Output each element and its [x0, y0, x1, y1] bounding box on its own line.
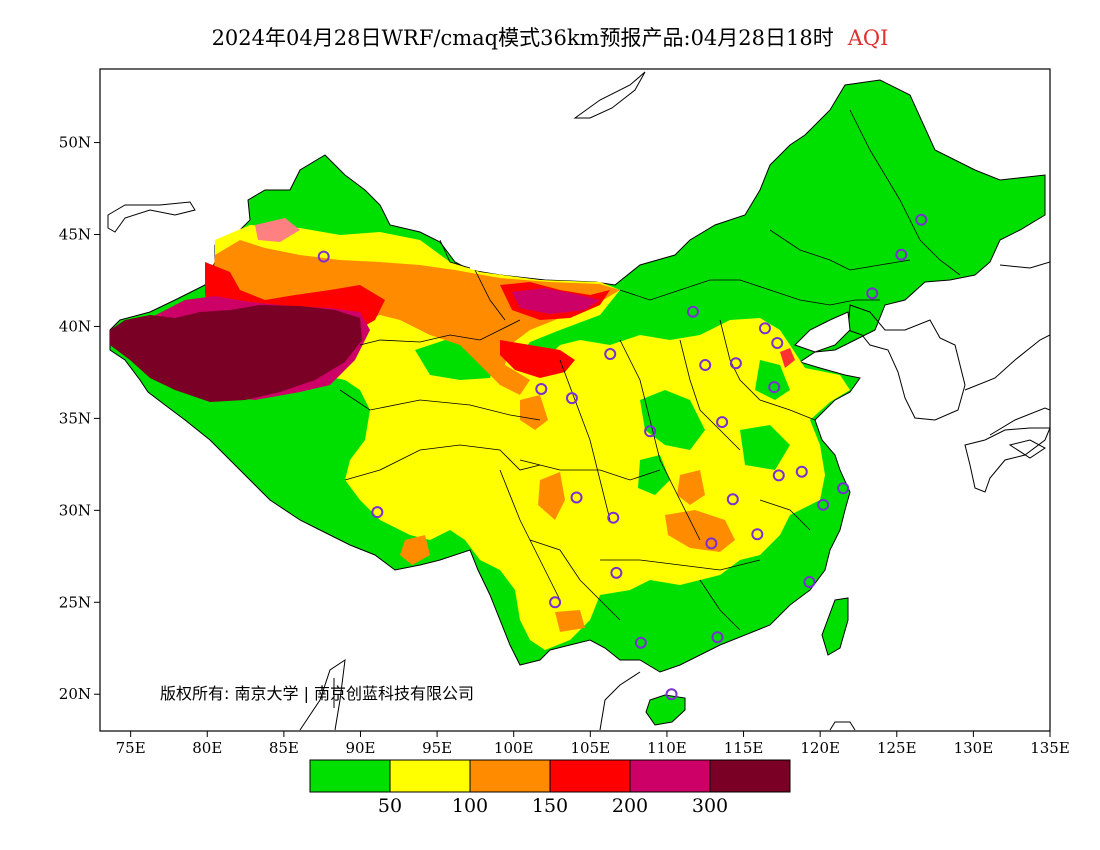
lon-tick-label: 130E [954, 739, 994, 757]
province-boundaries [339, 109, 961, 631]
copyright-text: 版权所有: 南京大学 | 南京创蓝科技有限公司 [160, 684, 475, 703]
legend-swatch [629, 759, 711, 793]
taiwan-island [821, 597, 849, 656]
station-marker [686, 305, 699, 318]
lat-tick-label: 35N [59, 409, 91, 427]
title-text: 2024年04月28日WRF/cmaq模式36km预报产品:04月28日18时 [211, 26, 834, 50]
lon-tick-label: 125E [877, 739, 917, 757]
legend-threshold-label: 50 [378, 795, 402, 817]
lat-tick-label: 25N [59, 593, 91, 611]
lat-tick-label: 50N [59, 134, 91, 152]
station-marker [837, 482, 850, 495]
aqi-green-patch [755, 360, 790, 400]
aqi-magenta-region [512, 288, 600, 314]
station-marker [751, 528, 764, 541]
lat-tick-label: 20N [59, 685, 91, 703]
lat-tick-label: 45N [59, 226, 91, 244]
foreign-coastlines [107, 71, 1050, 731]
legend-swatch [469, 759, 551, 793]
station-marker [915, 213, 928, 226]
aqi-orange-patch [520, 395, 548, 430]
monitoring-stations [317, 213, 928, 701]
station-marker [795, 465, 808, 478]
aqi-maroon-region [110, 305, 362, 402]
station-marker [705, 537, 718, 550]
map-frame [99, 68, 1051, 732]
lon-tick-label: 95E [422, 739, 452, 757]
map-layers [107, 71, 1050, 731]
aqi-green-patch [340, 390, 365, 430]
lon-tick-label: 135E [1030, 739, 1070, 757]
legend-swatch [709, 759, 791, 793]
station-marker [570, 491, 583, 504]
aqi-red-region [500, 340, 575, 378]
station-marker [803, 576, 816, 589]
station-marker [665, 688, 678, 701]
lon-tick-label: 120E [800, 739, 840, 757]
aqi-green-patch [640, 390, 705, 450]
station-marker [711, 631, 724, 644]
aqi-red-region [255, 218, 300, 242]
legend-swatch [309, 759, 391, 793]
color-legend: 50 100 150 200 300 [309, 759, 791, 817]
lon-tick-label: 105E [571, 739, 611, 757]
aqi-orange-region [212, 240, 620, 395]
station-marker [634, 636, 647, 649]
title-variable: AQI [847, 26, 889, 50]
legend-swatch [389, 759, 471, 793]
aqi-orange-patch [555, 610, 585, 632]
station-marker [771, 336, 784, 349]
lat-tick-label: 30N [59, 501, 91, 519]
lon-tick-label: 85E [269, 739, 299, 757]
station-marker [644, 425, 657, 438]
station-marker [768, 381, 781, 394]
station-marker [817, 498, 830, 511]
station-marker [607, 511, 620, 524]
aqi-orange-patch [677, 470, 705, 505]
station-marker [317, 250, 330, 263]
aqi-orange-patch [665, 510, 735, 552]
lon-tick-label: 100E [494, 739, 534, 757]
legend-threshold-label: 200 [612, 795, 648, 817]
station-marker [772, 469, 785, 482]
lon-tick-label: 75E [116, 739, 146, 757]
station-marker [895, 248, 908, 261]
station-marker [699, 359, 712, 372]
station-marker [726, 493, 739, 506]
aqi-green-patch [638, 455, 670, 495]
station-marker [716, 416, 729, 429]
legend-threshold-label: 150 [532, 795, 568, 817]
lon-tick-label: 90E [345, 739, 375, 757]
lon-tick-label: 80E [192, 739, 222, 757]
aqi-orange-patch [400, 535, 430, 565]
legend-threshold-label: 100 [452, 795, 488, 817]
map-title: 2024年04月28日WRF/cmaq模式36km预报产品:04月28日18时 A… [0, 22, 1100, 52]
hainan-island [645, 694, 686, 726]
station-marker [759, 322, 771, 335]
lon-tick-label: 110E [647, 739, 687, 757]
station-marker [729, 357, 742, 370]
station-marker [535, 382, 548, 395]
station-marker [371, 506, 384, 519]
station-marker [565, 392, 578, 405]
station-marker [866, 287, 879, 300]
aqi-green-patch [740, 425, 790, 470]
legend-swatch [549, 759, 631, 793]
station-marker [549, 596, 562, 609]
lat-tick-label: 40N [59, 317, 91, 335]
aqi-red-patch [780, 348, 795, 368]
lon-tick-label: 115E [724, 739, 764, 757]
legend-threshold-label: 300 [692, 795, 728, 817]
axis-ticks: 75E 80E 85E 90E 95E 100E 105E 110E 115E 120E 125E 1… [59, 134, 1070, 757]
station-marker [610, 566, 623, 579]
station-marker [604, 348, 617, 361]
bohai-sea [794, 311, 851, 353]
aqi-orange-patch [538, 472, 565, 520]
